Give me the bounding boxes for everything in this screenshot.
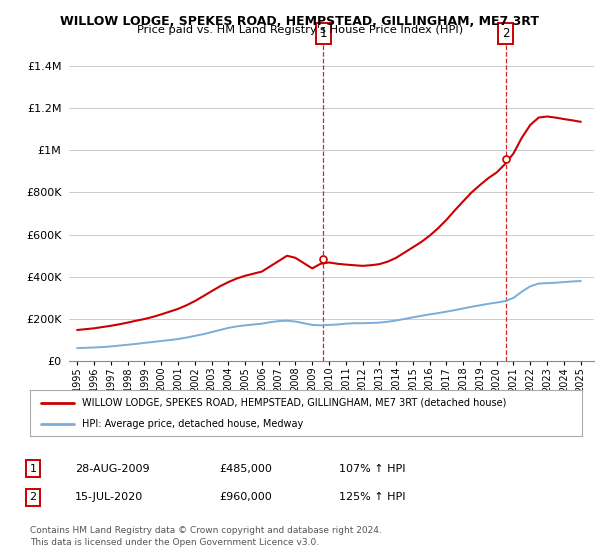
Text: WILLOW LODGE, SPEKES ROAD, HEMPSTEAD, GILLINGHAM, ME7 3RT: WILLOW LODGE, SPEKES ROAD, HEMPSTEAD, GI… bbox=[61, 15, 539, 27]
Text: 28-AUG-2009: 28-AUG-2009 bbox=[75, 464, 149, 474]
Text: 125% ↑ HPI: 125% ↑ HPI bbox=[339, 492, 406, 502]
Text: 1: 1 bbox=[319, 27, 327, 40]
Text: WILLOW LODGE, SPEKES ROAD, HEMPSTEAD, GILLINGHAM, ME7 3RT (detached house): WILLOW LODGE, SPEKES ROAD, HEMPSTEAD, GI… bbox=[82, 398, 507, 408]
Text: HPI: Average price, detached house, Medway: HPI: Average price, detached house, Medw… bbox=[82, 419, 304, 429]
Text: £485,000: £485,000 bbox=[219, 464, 272, 474]
Text: 2: 2 bbox=[29, 492, 37, 502]
Text: Price paid vs. HM Land Registry's House Price Index (HPI): Price paid vs. HM Land Registry's House … bbox=[137, 25, 463, 35]
Text: This data is licensed under the Open Government Licence v3.0.: This data is licensed under the Open Gov… bbox=[30, 538, 319, 547]
Text: 1: 1 bbox=[29, 464, 37, 474]
Text: 2: 2 bbox=[502, 27, 509, 40]
Text: 107% ↑ HPI: 107% ↑ HPI bbox=[339, 464, 406, 474]
Text: 15-JUL-2020: 15-JUL-2020 bbox=[75, 492, 143, 502]
Text: Contains HM Land Registry data © Crown copyright and database right 2024.: Contains HM Land Registry data © Crown c… bbox=[30, 526, 382, 535]
Text: £960,000: £960,000 bbox=[219, 492, 272, 502]
